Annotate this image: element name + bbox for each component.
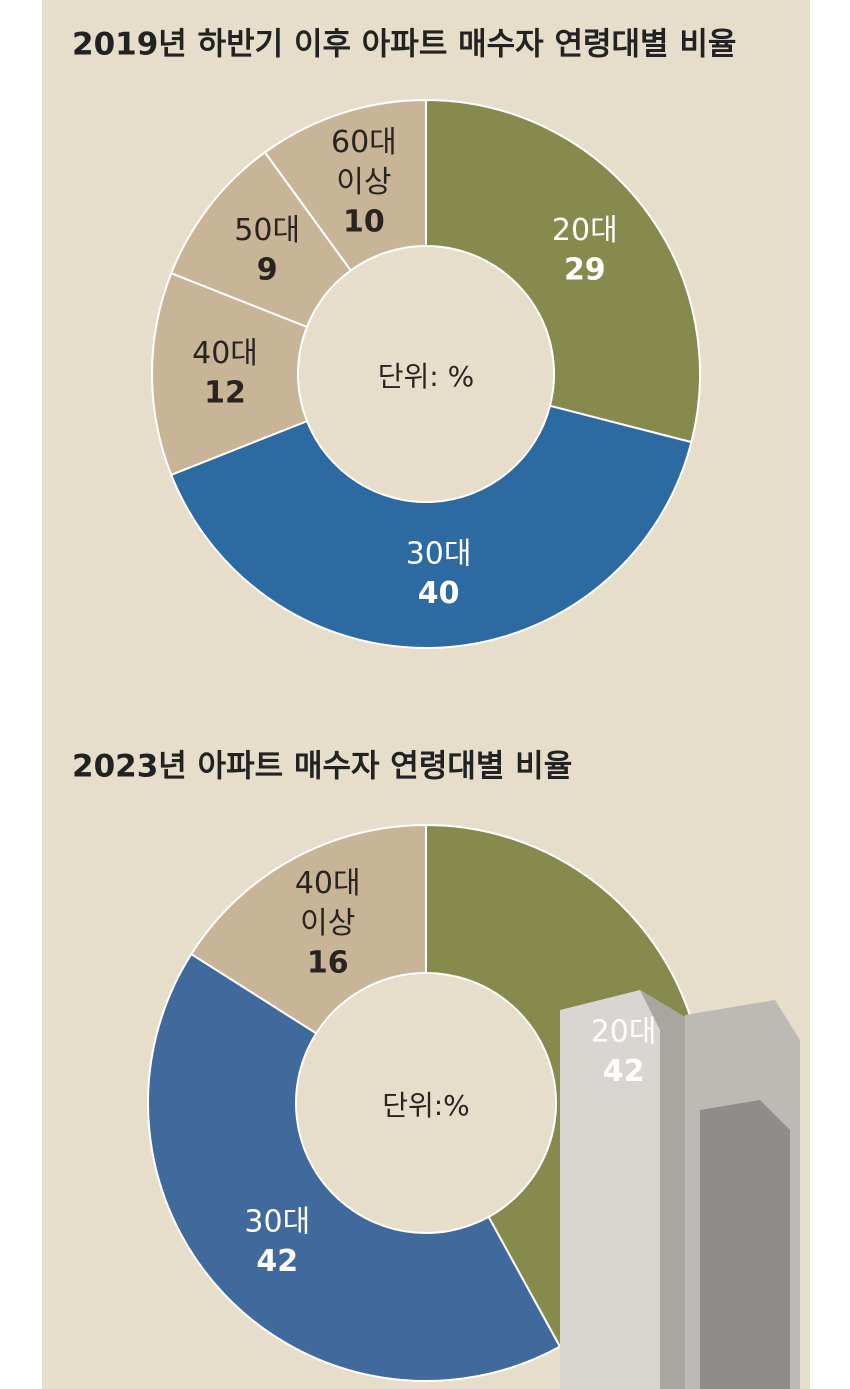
value-label: 12 bbox=[204, 376, 246, 411]
value-label: 29 bbox=[564, 252, 606, 287]
slice bbox=[263, 98, 427, 272]
slice bbox=[425, 98, 701, 444]
slice-label: 30대 bbox=[406, 536, 472, 571]
slice-label: 50대 bbox=[234, 212, 300, 247]
value-label: 40 bbox=[418, 576, 460, 611]
slice-label: 60대 이상 bbox=[331, 124, 397, 199]
slice-label: 40대 이상 bbox=[295, 866, 361, 941]
slice-label: 20대 bbox=[552, 212, 618, 247]
slice bbox=[147, 952, 562, 1382]
slice bbox=[189, 823, 427, 1035]
unit-annotation: 단위:% bbox=[382, 1089, 470, 1122]
slice-label: 40대 bbox=[192, 336, 258, 371]
slice-label: 30대 bbox=[244, 1204, 310, 1239]
value-label: 42 bbox=[256, 1244, 298, 1279]
slice-label: 20대 bbox=[591, 1014, 657, 1049]
slice bbox=[169, 404, 693, 649]
value-label: 10 bbox=[343, 204, 385, 239]
value-label: 42 bbox=[603, 1054, 645, 1089]
unit-annotation: 단위: % bbox=[378, 360, 474, 393]
chart-title: 2019년 하반기 이후 아파트 매수자 연령대별 비율 bbox=[72, 27, 736, 63]
value-label: 9 bbox=[257, 252, 278, 287]
chart-title: 2023년 아파트 매수자 연령대별 비율 bbox=[72, 749, 572, 785]
building-illustration bbox=[560, 990, 800, 1389]
value-label: 16 bbox=[307, 946, 349, 981]
